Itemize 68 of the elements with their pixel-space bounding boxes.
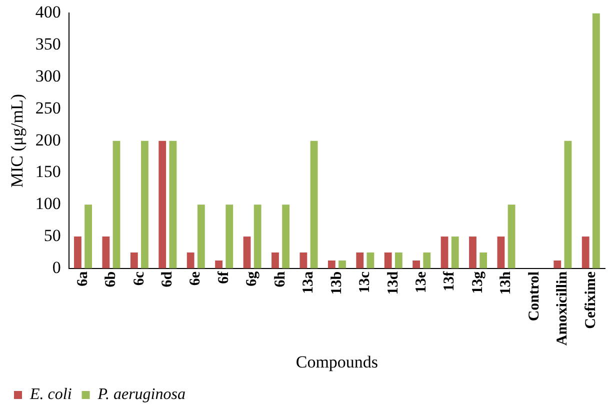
bar: [440, 236, 448, 268]
bar: [554, 260, 562, 268]
bar: [243, 236, 251, 268]
bar: [169, 140, 177, 268]
bar: [254, 204, 262, 268]
bar: [282, 204, 290, 268]
bar: [582, 236, 590, 268]
bar: [384, 252, 392, 268]
x-tick-label: 13c: [357, 271, 374, 294]
bar: [366, 252, 374, 268]
bar: [412, 260, 420, 268]
x-tick-label: Cefixime: [582, 271, 599, 329]
bar: [356, 252, 364, 268]
bar: [592, 13, 600, 268]
y-tick-label: 350: [35, 34, 61, 54]
x-axis-title: Compounds: [296, 352, 378, 372]
x-tick-label: 6c: [131, 271, 148, 286]
bar: [423, 252, 431, 268]
bar: [226, 204, 234, 268]
bar: [141, 140, 148, 268]
legend-label: P. aeruginosa: [96, 386, 186, 404]
x-tick-label: 6e: [188, 271, 204, 286]
y-tick-label: 200: [35, 130, 61, 150]
bar: [186, 252, 194, 268]
x-tick-label: 6g: [244, 270, 260, 286]
bar: [300, 252, 308, 268]
bar: [564, 140, 572, 268]
bar: [102, 236, 110, 268]
x-tick-label: Control: [526, 271, 542, 322]
bar: [272, 252, 279, 268]
bar: [215, 260, 222, 268]
bar: [158, 140, 166, 268]
x-tick-label: Amoxicillin: [554, 270, 571, 346]
y-tick-label: 400: [35, 2, 61, 22]
bar: [328, 260, 336, 268]
y-tick-label: 0: [52, 258, 61, 277]
bar: [112, 140, 120, 268]
x-tick-label: 13b: [328, 271, 345, 295]
x-tick-label: 13g: [470, 270, 486, 294]
x-tick-label: 6a: [74, 270, 91, 286]
y-tick-label: 100: [35, 194, 61, 214]
bar: [469, 236, 476, 268]
x-tick-label: 6b: [103, 271, 120, 288]
y-axis-title: MIC (μg/mL): [8, 94, 27, 188]
bar: [84, 204, 92, 268]
bar: [310, 140, 318, 268]
bar: [130, 252, 138, 268]
x-tick-label: 13e: [413, 271, 430, 294]
x-tick-label: 6f: [216, 270, 232, 284]
bar: [480, 252, 488, 268]
bar: [508, 204, 516, 268]
y-tick-label: 300: [35, 66, 61, 86]
bar: [497, 236, 505, 268]
x-tick-label: 13h: [498, 270, 514, 295]
x-tick-label: 13d: [385, 270, 402, 295]
bar: [74, 236, 82, 268]
y-tick-label: 50: [44, 226, 61, 245]
y-tick-label: 150: [35, 162, 61, 182]
bar: [394, 252, 402, 268]
bar: [197, 204, 205, 268]
x-tick-label: 6d: [160, 270, 176, 288]
x-tick-label: 6h: [272, 270, 288, 288]
bar: [451, 236, 459, 268]
y-tick-label: 250: [35, 98, 61, 118]
legend-label: E. coli: [29, 386, 72, 404]
x-tick-label: 13a: [300, 270, 317, 294]
bar: [338, 260, 346, 268]
x-tick-label: 13f: [442, 270, 458, 292]
